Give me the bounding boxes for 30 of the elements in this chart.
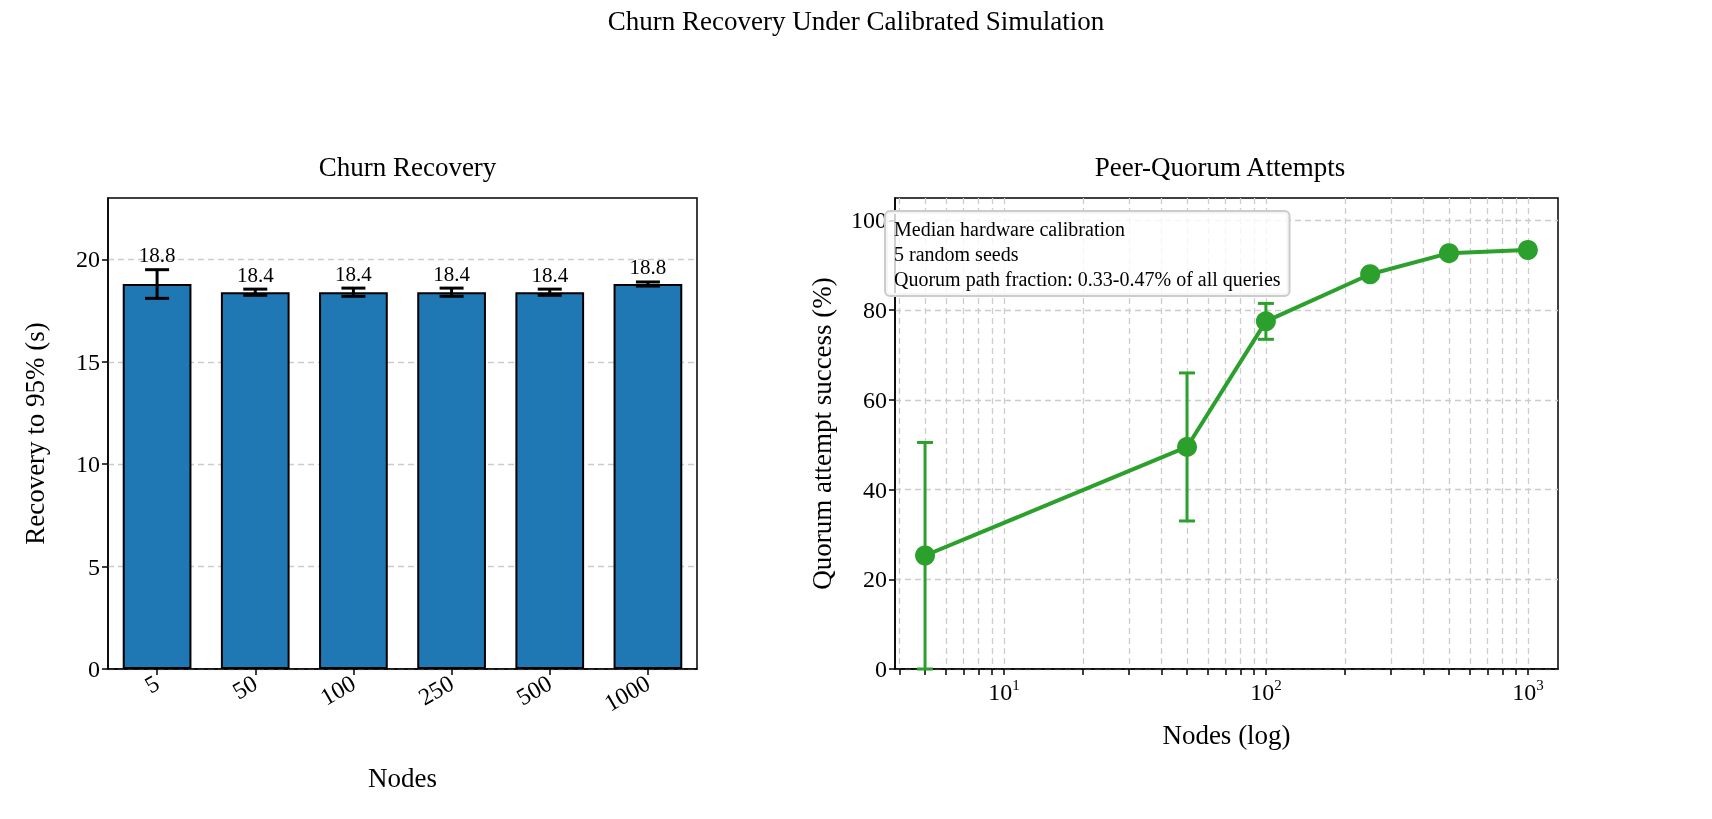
- x-tick-label: 500: [512, 669, 557, 711]
- y-tick-label: 20: [76, 246, 100, 273]
- x-tick-label: 50: [227, 669, 262, 705]
- y-tick-label: 15: [76, 348, 100, 375]
- data-label: 18.8: [629, 255, 667, 280]
- y-tick-label: 40: [863, 476, 887, 503]
- chart-title: Peer-Quorum Attempts: [1094, 151, 1346, 182]
- y-tick-label: 5: [88, 553, 100, 580]
- text: Churn Recovery Under Calibrated Simulation: [606, 6, 1106, 37]
- annotation: Median hardware calibration 5 random seeds Quorum path fraction: 0.33-0.47% of all queries: [894, 217, 1281, 291]
- x-tick-label: 100: [315, 669, 360, 711]
- y-tick-label: 10: [76, 451, 100, 478]
- y-tick-label: 20: [863, 566, 887, 593]
- chart-title: Churn Recovery: [318, 151, 497, 182]
- x-axis-title: Nodes (log): [1162, 719, 1291, 750]
- y-tick-label: 60: [863, 386, 887, 413]
- data-label: 18.4: [433, 261, 471, 286]
- y-axis-title: Quorum attempt success (%): [806, 277, 837, 590]
- y-tick-label: 0: [88, 656, 100, 682]
- y-tick-label: 80: [863, 297, 887, 324]
- x-tick-label: 1000: [599, 669, 655, 717]
- y-tick-label: 0: [875, 656, 887, 682]
- x-axis-title: Nodes: [368, 762, 437, 793]
- data-label: 18.4: [531, 262, 569, 287]
- y-axis-title: Recovery to 95% (s): [19, 322, 50, 545]
- x-tick-label: 250: [413, 669, 459, 711]
- data-label: 18.4: [236, 262, 275, 287]
- data-label: 18.4: [335, 261, 373, 286]
- x-tick-label: 5: [140, 669, 164, 699]
- data-label: 18.8: [138, 243, 176, 268]
